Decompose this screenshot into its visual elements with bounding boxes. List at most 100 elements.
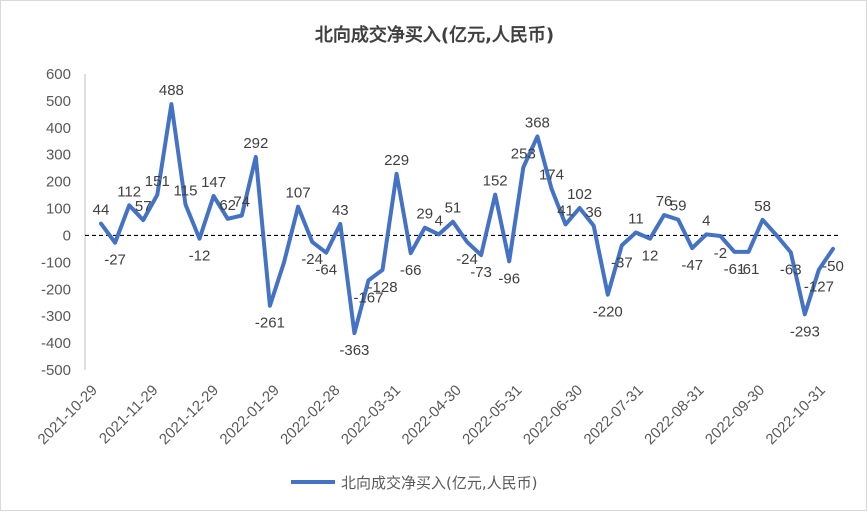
data-point [254, 155, 258, 159]
data-label: 253 [511, 145, 536, 162]
x-tick-label: 2021-11-29 [96, 382, 161, 447]
data-label: -96 [498, 270, 520, 287]
data-label: 62 [219, 197, 236, 214]
data-label: -50 [822, 258, 844, 275]
data-point [732, 250, 736, 254]
data-label: 4 [435, 212, 443, 229]
data-point [212, 194, 216, 198]
y-tick-label: -300 [41, 308, 71, 325]
x-tick-label: 2022-04-30 [399, 382, 465, 448]
data-label: 76 [656, 193, 673, 210]
data-label: 107 [286, 185, 311, 202]
data-label: -220 [593, 304, 623, 321]
y-tick-label: 100 [46, 201, 71, 218]
data-label: 174 [539, 167, 564, 184]
data-label: -37 [611, 254, 633, 271]
data-label: 4 [702, 212, 710, 229]
data-point [606, 293, 610, 297]
data-label: 41 [557, 202, 574, 219]
data-point [803, 312, 807, 316]
data-point [268, 304, 272, 308]
data-label: 147 [201, 174, 226, 191]
data-point [169, 102, 173, 106]
data-point [451, 220, 455, 224]
data-label: 115 [174, 183, 198, 200]
data-point [127, 203, 131, 207]
x-tick-label: 2022-02-28 [277, 382, 343, 448]
data-point [718, 234, 722, 238]
data-point [99, 222, 103, 226]
data-point [155, 193, 159, 197]
data-label: -363 [339, 342, 369, 359]
x-tick-label: 2021-12-29 [156, 382, 222, 448]
data-label: 36 [585, 204, 602, 221]
data-label: -47 [681, 257, 703, 274]
data-point [409, 251, 413, 255]
legend-swatch [291, 480, 335, 484]
data-label: -63 [780, 261, 802, 278]
data-point [423, 226, 427, 230]
y-tick-label: 400 [46, 120, 71, 137]
data-point [437, 232, 441, 236]
data-point [592, 224, 596, 228]
data-label: -61 [724, 261, 746, 278]
data-label: -64 [315, 262, 337, 279]
data-label: 11 [628, 210, 644, 227]
data-label: -61 [738, 261, 760, 278]
data-label: -167 [353, 289, 383, 306]
x-tick-label: 2022-09-30 [702, 382, 768, 448]
x-tick-label: 2021-10-29 [35, 382, 101, 448]
data-label: 74 [233, 194, 250, 211]
x-tick-label: 2022-06-30 [520, 382, 586, 448]
data-point [648, 237, 652, 241]
data-label: -261 [255, 315, 285, 332]
y-tick-label: 300 [46, 147, 71, 164]
data-point [578, 206, 582, 210]
data-label: -128 [368, 279, 398, 296]
data-point [141, 218, 145, 222]
data-point [690, 246, 694, 250]
legend: 北向成交净买入(亿元,人民币) [291, 471, 537, 493]
data-point [296, 205, 300, 209]
data-point [761, 218, 765, 222]
data-label: 51 [445, 200, 462, 217]
data-point [198, 237, 202, 241]
data-point [183, 203, 187, 207]
y-tick-label: 500 [46, 93, 71, 110]
data-label: 488 [159, 82, 184, 99]
data-point [521, 165, 525, 169]
data-label: 58 [754, 198, 771, 215]
x-tick-label: 2022-08-31 [641, 382, 707, 448]
series-line [99, 102, 835, 336]
data-point [324, 251, 328, 255]
x-tick-label: 2022-10-31 [763, 382, 829, 448]
data-point [395, 172, 399, 176]
data-label: -12 [189, 248, 211, 265]
x-tick-label: 2022-07-31 [581, 382, 647, 448]
chart-title: 北向成交净买入(亿元,人民币) [314, 25, 555, 46]
data-point [465, 240, 469, 244]
data-point [789, 250, 793, 254]
data-label: -293 [790, 323, 820, 340]
x-tick-label: 2022-05-31 [459, 382, 525, 448]
data-point [479, 253, 483, 257]
data-label: -73 [470, 264, 492, 281]
data-point [817, 268, 821, 272]
data-point [662, 213, 666, 217]
data-point [282, 260, 286, 264]
data-label: 44 [93, 202, 110, 219]
data-label: -24 [456, 251, 478, 268]
y-tick-label: -100 [41, 254, 71, 271]
data-point [634, 230, 638, 234]
y-tick-label: -400 [41, 335, 71, 352]
data-label: -66 [400, 262, 422, 279]
data-point [310, 240, 314, 244]
data-label: 152 [483, 173, 508, 190]
data-point [240, 214, 244, 218]
data-label: 368 [525, 114, 550, 131]
data-label: -127 [804, 279, 834, 296]
data-label: 112 [117, 183, 141, 200]
data-point [352, 331, 356, 335]
